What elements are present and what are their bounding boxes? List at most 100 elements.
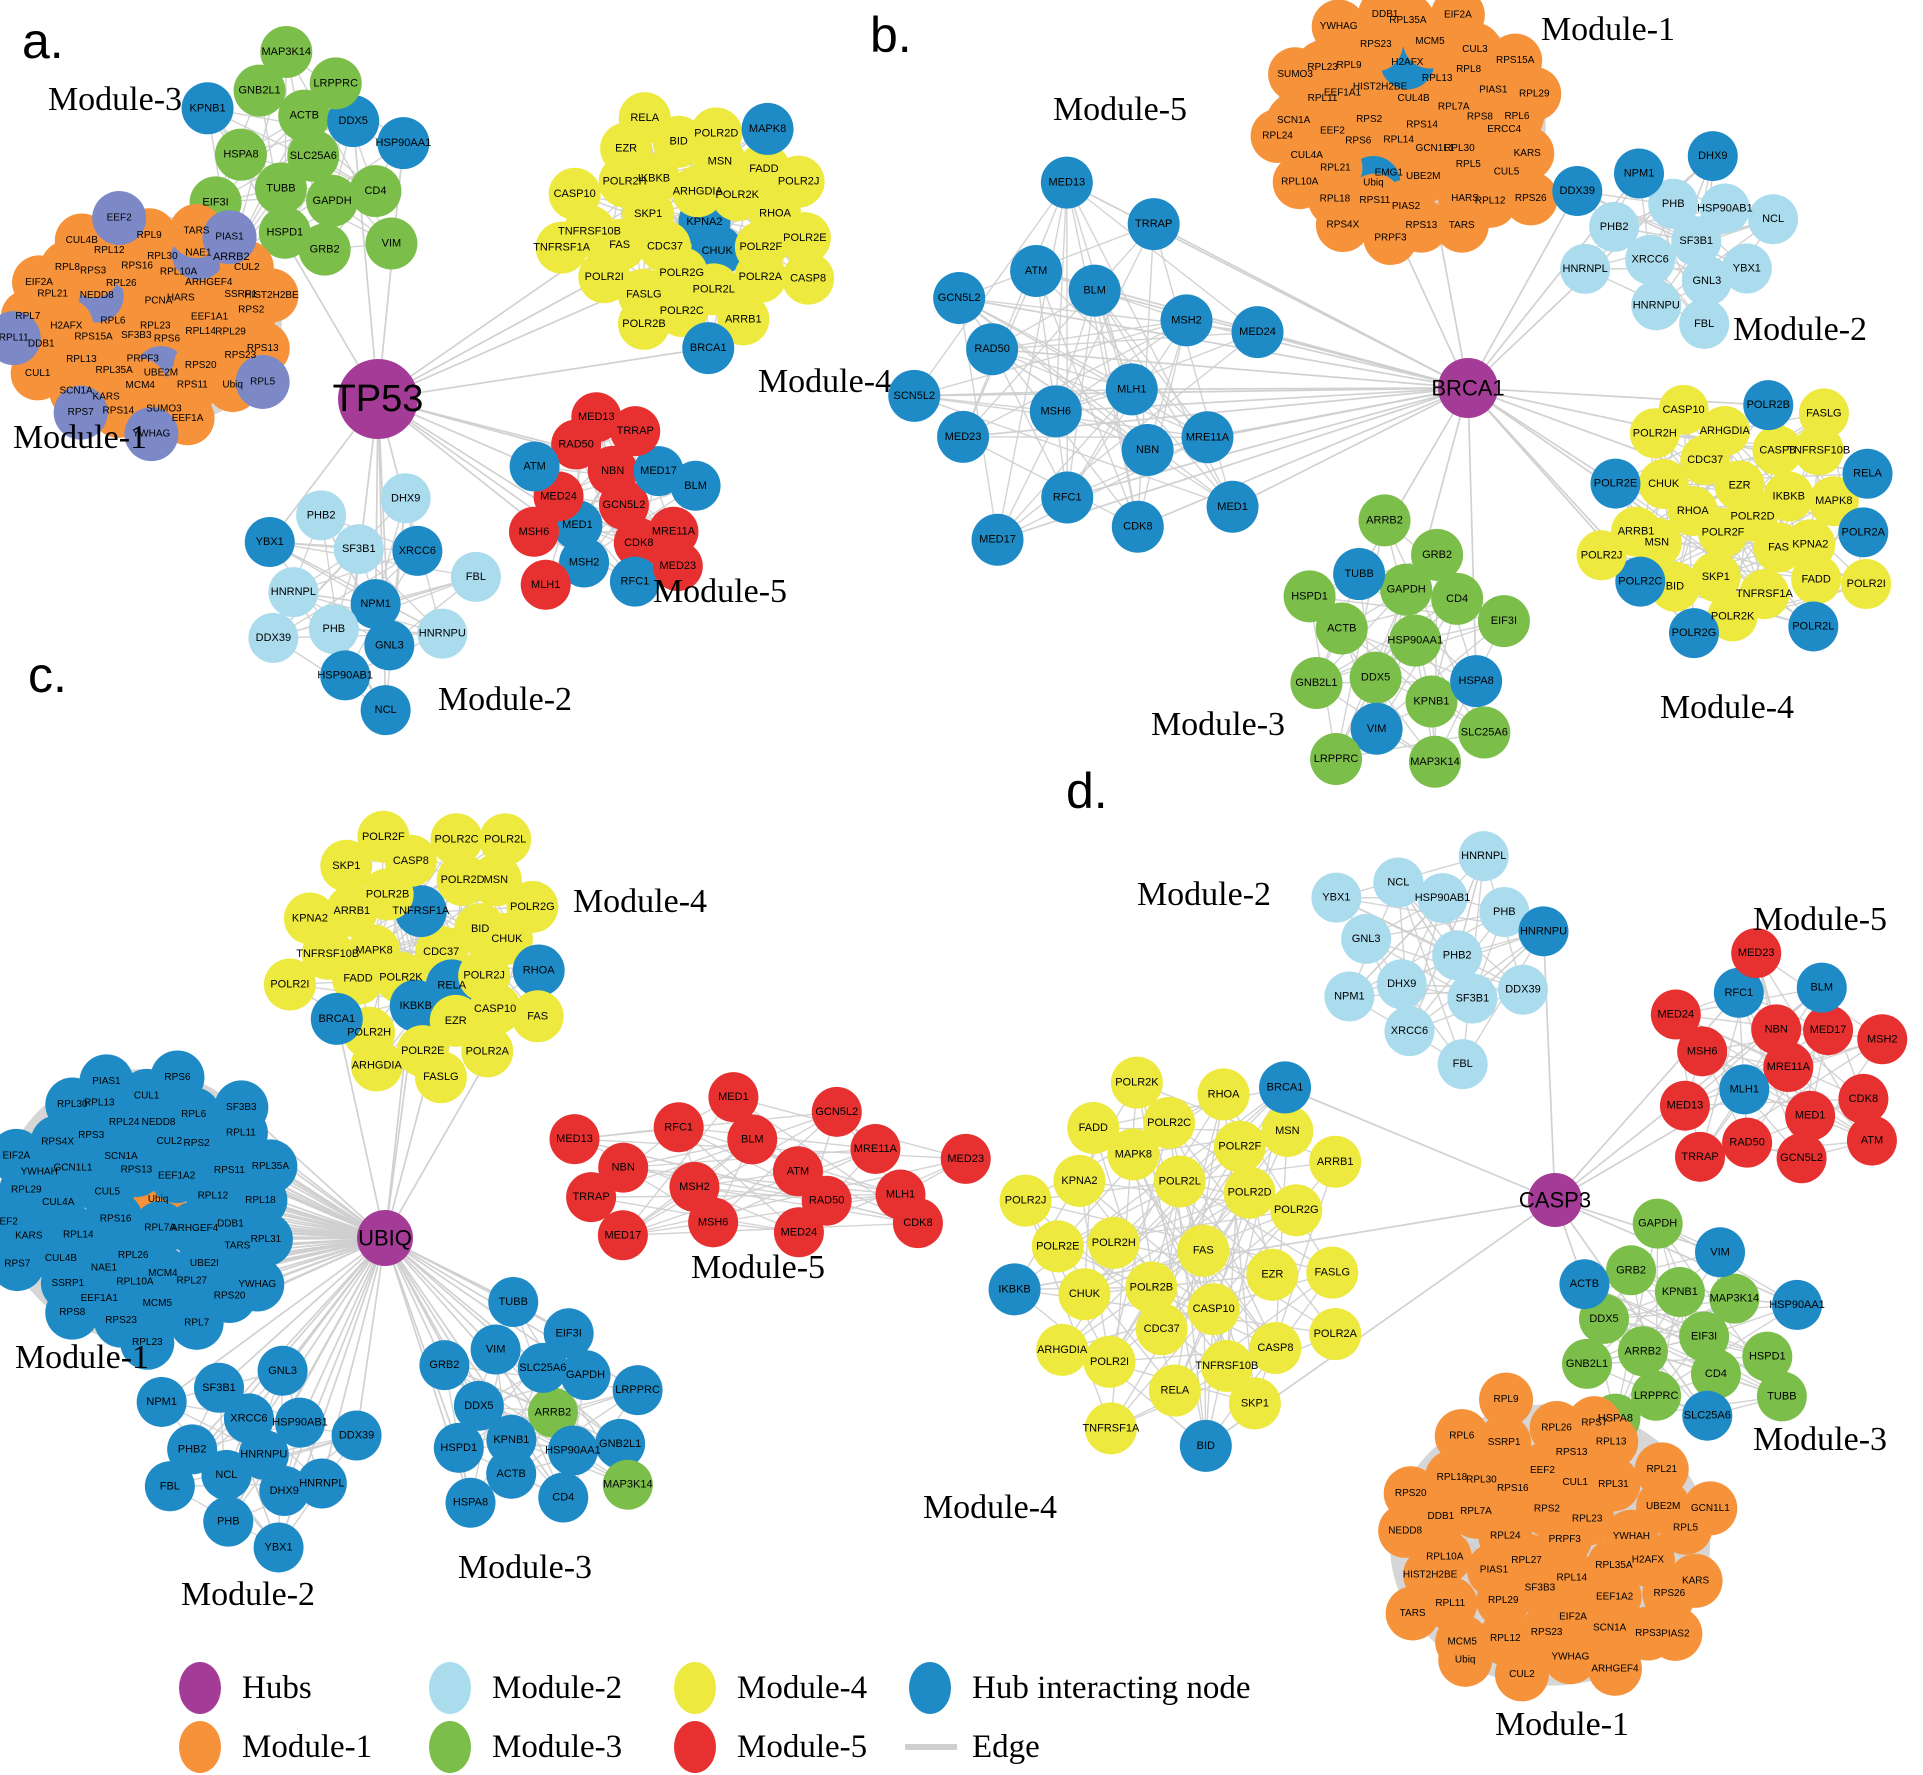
node-POLR2B[interactable] xyxy=(1743,380,1794,431)
node-HSP90AA1[interactable] xyxy=(1389,614,1442,667)
node-TRRAP[interactable] xyxy=(610,406,661,457)
node-CDK8[interactable] xyxy=(1838,1073,1889,1124)
node-TNFRSF1A[interactable] xyxy=(535,221,588,274)
node-NCL[interactable] xyxy=(360,685,411,736)
node-MAPK8[interactable] xyxy=(741,102,794,155)
node-MAP3K14[interactable] xyxy=(1709,1273,1760,1324)
node-GNL3[interactable] xyxy=(364,620,415,671)
node-POLR2F[interactable] xyxy=(1213,1120,1266,1173)
node-YWHAG[interactable] xyxy=(1311,0,1366,54)
node-MSH2[interactable] xyxy=(1160,294,1213,347)
node-RPS7[interactable] xyxy=(1567,1396,1622,1451)
node-ACTB[interactable] xyxy=(1559,1259,1610,1310)
node-GNB2L1[interactable] xyxy=(1290,657,1343,709)
node-RAD50[interactable] xyxy=(966,323,1019,376)
node-HSPA8[interactable] xyxy=(214,128,267,181)
node-LRPPRC[interactable] xyxy=(1310,732,1363,785)
node-DHX9[interactable] xyxy=(380,473,431,524)
node-FBL[interactable] xyxy=(1679,298,1730,349)
node-FBL[interactable] xyxy=(450,551,501,602)
node-LRPPRC[interactable] xyxy=(309,57,362,110)
node-FADD[interactable] xyxy=(1067,1102,1120,1155)
node-MSN[interactable] xyxy=(469,854,522,907)
node-MED17[interactable] xyxy=(597,1210,648,1261)
node-POLR2E[interactable] xyxy=(778,212,831,265)
node-BRCA1[interactable] xyxy=(682,322,735,375)
node-RPL10A[interactable] xyxy=(1272,155,1327,210)
node-EIF3I[interactable] xyxy=(543,1308,594,1359)
node-DHX9[interactable] xyxy=(1376,959,1427,1010)
node-PHB2[interactable] xyxy=(167,1424,218,1475)
node-FASLG[interactable] xyxy=(1798,388,1849,439)
node-POLR2K[interactable] xyxy=(1110,1056,1163,1109)
node-TRRAP[interactable] xyxy=(1675,1131,1726,1182)
node-RHOA[interactable] xyxy=(1197,1068,1250,1121)
node-FAS[interactable] xyxy=(1177,1224,1230,1277)
node-TRRAP[interactable] xyxy=(1127,198,1180,251)
node-IKBKB[interactable] xyxy=(1763,471,1814,522)
node-SF3B1[interactable] xyxy=(1447,973,1498,1024)
node-EEF2[interactable] xyxy=(0,1195,33,1250)
hub-node-BRCA1[interactable] xyxy=(1438,358,1498,418)
node-RPL5[interactable] xyxy=(235,354,290,409)
node-FAS[interactable] xyxy=(511,990,564,1043)
node-NPM1[interactable] xyxy=(350,579,401,630)
node-POLR2B[interactable] xyxy=(617,297,670,350)
node-RPL11[interactable] xyxy=(0,311,41,366)
node-RPL24[interactable] xyxy=(1250,108,1305,163)
node-HSP90AB1[interactable] xyxy=(1699,183,1750,234)
node-ACTB[interactable] xyxy=(1315,602,1368,655)
node-NPM1[interactable] xyxy=(136,1376,187,1427)
node-MED23[interactable] xyxy=(1731,928,1782,979)
node-GAPDH[interactable] xyxy=(1632,1198,1683,1249)
node-MAP3K14[interactable] xyxy=(260,25,313,78)
node-PHB2[interactable] xyxy=(296,490,347,541)
hub-node-TP53[interactable] xyxy=(338,359,418,439)
node-FASLG[interactable] xyxy=(414,1051,467,1104)
node-DDX39[interactable] xyxy=(1497,964,1548,1015)
node-RPL18[interactable] xyxy=(1424,1450,1479,1505)
node-BID[interactable] xyxy=(1179,1419,1232,1472)
node-SF3B1[interactable] xyxy=(194,1362,245,1413)
node-EIF2A[interactable] xyxy=(1430,0,1485,43)
node-POLR2E[interactable] xyxy=(1590,458,1641,509)
node-Ubiq[interactable] xyxy=(1438,1632,1493,1687)
node-PRPF3[interactable] xyxy=(1363,211,1418,266)
node-ARHGDIA[interactable] xyxy=(1699,405,1750,456)
node-EIF3I[interactable] xyxy=(1477,595,1530,648)
node-SUMO3[interactable] xyxy=(1268,47,1323,102)
node-HSP90AA1[interactable] xyxy=(1772,1279,1823,1330)
node-TARS[interactable] xyxy=(1434,198,1489,253)
node-CASP10[interactable] xyxy=(469,982,522,1035)
node-DDX5[interactable] xyxy=(453,1380,504,1431)
node-MAPK8[interactable] xyxy=(1808,476,1859,527)
node-SSRP1[interactable] xyxy=(1477,1415,1532,1470)
node-MED17[interactable] xyxy=(971,513,1024,566)
node-RFC1[interactable] xyxy=(609,556,660,607)
node-BLM[interactable] xyxy=(727,1114,778,1165)
node-POLR2D[interactable] xyxy=(1223,1166,1276,1219)
node-TUBB[interactable] xyxy=(1756,1371,1807,1422)
node-NCL[interactable] xyxy=(1748,194,1799,245)
node-FADD[interactable] xyxy=(1791,554,1842,605)
node-POLR2J[interactable] xyxy=(999,1174,1052,1227)
node-POLR2L[interactable] xyxy=(1788,601,1839,652)
node-KARS[interactable] xyxy=(1500,126,1555,181)
node-RHOA[interactable] xyxy=(512,944,565,997)
node-POLR2G[interactable] xyxy=(1668,608,1719,659)
node-SF3B1[interactable] xyxy=(333,524,384,575)
node-PHB2[interactable] xyxy=(1589,201,1640,252)
node-KPNB1[interactable] xyxy=(1405,675,1458,728)
node-PHB[interactable] xyxy=(1648,178,1699,229)
node-VIM[interactable] xyxy=(365,217,418,270)
node-DDX39[interactable] xyxy=(331,1410,382,1461)
node-RPS4X[interactable] xyxy=(1315,198,1370,253)
node-YWHAG[interactable] xyxy=(1543,1630,1598,1685)
node-DDX39[interactable] xyxy=(1552,166,1603,217)
node-RPL29[interactable] xyxy=(1507,66,1562,121)
node-MLH1[interactable] xyxy=(1105,363,1158,416)
node-ATM[interactable] xyxy=(1846,1115,1897,1166)
node-POLR2H[interactable] xyxy=(1087,1216,1140,1269)
node-CD4[interactable] xyxy=(538,1472,589,1523)
node-EEF2[interactable] xyxy=(92,191,147,246)
